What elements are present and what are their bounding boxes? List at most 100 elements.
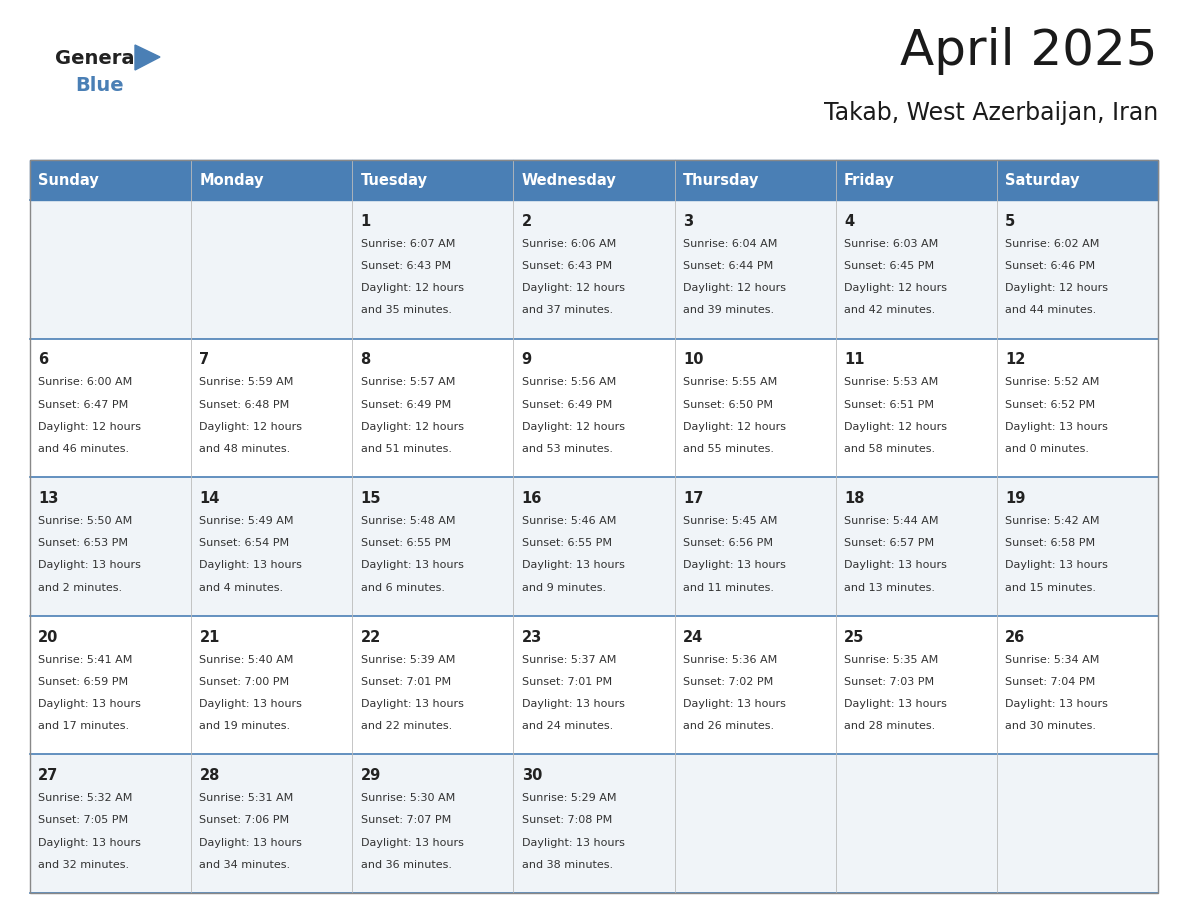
Bar	[675, 160, 835, 200]
Text: and 39 minutes.: and 39 minutes.	[683, 306, 775, 316]
Text: and 38 minutes.: and 38 minutes.	[522, 860, 613, 869]
Text: Sunset: 6:48 PM: Sunset: 6:48 PM	[200, 399, 290, 409]
Text: Saturday: Saturday	[1005, 173, 1080, 187]
Text: General: General	[55, 49, 141, 68]
Text: Daylight: 13 hours: Daylight: 13 hours	[843, 699, 947, 709]
Text: 10: 10	[683, 353, 703, 367]
Text: Sunrise: 5:56 AM: Sunrise: 5:56 AM	[522, 377, 617, 387]
Text: Daylight: 13 hours: Daylight: 13 hours	[522, 837, 625, 847]
Text: 18: 18	[843, 491, 865, 506]
Text: 14: 14	[200, 491, 220, 506]
Text: 16: 16	[522, 491, 542, 506]
Text: 21: 21	[200, 630, 220, 644]
Text: Daylight: 12 hours: Daylight: 12 hours	[522, 421, 625, 431]
Text: Sunrise: 6:00 AM: Sunrise: 6:00 AM	[38, 377, 133, 387]
Text: 9: 9	[522, 353, 532, 367]
Text: 24: 24	[683, 630, 703, 644]
Text: and 22 minutes.: and 22 minutes.	[361, 722, 451, 731]
Text: Sunset: 7:01 PM: Sunset: 7:01 PM	[361, 677, 450, 687]
Text: Sunset: 6:57 PM: Sunset: 6:57 PM	[843, 538, 934, 548]
Text: and 32 minutes.: and 32 minutes.	[38, 860, 129, 869]
Text: and 55 minutes.: and 55 minutes.	[683, 444, 773, 453]
Text: and 15 minutes.: and 15 minutes.	[1005, 583, 1097, 592]
Text: Daylight: 13 hours: Daylight: 13 hours	[683, 560, 785, 570]
Text: and 35 minutes.: and 35 minutes.	[361, 306, 451, 316]
Text: and 24 minutes.: and 24 minutes.	[522, 722, 613, 731]
Text: Sunrise: 5:30 AM: Sunrise: 5:30 AM	[361, 793, 455, 803]
Text: Daylight: 13 hours: Daylight: 13 hours	[1005, 699, 1108, 709]
Text: Daylight: 12 hours: Daylight: 12 hours	[361, 421, 463, 431]
Text: Sunset: 7:02 PM: Sunset: 7:02 PM	[683, 677, 773, 687]
Bar	[30, 200, 1158, 339]
Text: and 51 minutes.: and 51 minutes.	[361, 444, 451, 453]
Bar	[30, 477, 1158, 616]
Text: 2: 2	[522, 214, 532, 229]
Text: Daylight: 12 hours: Daylight: 12 hours	[38, 421, 141, 431]
Text: and 11 minutes.: and 11 minutes.	[683, 583, 773, 592]
Text: April 2025: April 2025	[901, 27, 1158, 75]
Text: and 34 minutes.: and 34 minutes.	[200, 860, 291, 869]
Text: Daylight: 12 hours: Daylight: 12 hours	[522, 283, 625, 293]
Text: Sunrise: 5:35 AM: Sunrise: 5:35 AM	[843, 655, 939, 665]
Text: Sunset: 6:47 PM: Sunset: 6:47 PM	[38, 399, 128, 409]
Text: Daylight: 13 hours: Daylight: 13 hours	[683, 699, 785, 709]
Text: and 53 minutes.: and 53 minutes.	[522, 444, 613, 453]
Text: Sunrise: 5:45 AM: Sunrise: 5:45 AM	[683, 516, 777, 526]
Bar	[30, 160, 191, 200]
Text: Sunset: 6:55 PM: Sunset: 6:55 PM	[361, 538, 450, 548]
Text: and 28 minutes.: and 28 minutes.	[843, 722, 935, 731]
Text: 26: 26	[1005, 630, 1025, 644]
Text: 22: 22	[361, 630, 381, 644]
Text: Sunrise: 5:48 AM: Sunrise: 5:48 AM	[361, 516, 455, 526]
Text: Sunset: 6:50 PM: Sunset: 6:50 PM	[683, 399, 773, 409]
Text: Sunrise: 6:06 AM: Sunrise: 6:06 AM	[522, 239, 617, 249]
Text: Sunset: 6:43 PM: Sunset: 6:43 PM	[361, 261, 450, 271]
Bar	[513, 160, 675, 200]
Bar	[30, 339, 1158, 477]
Text: 4: 4	[843, 214, 854, 229]
Text: 5: 5	[1005, 214, 1016, 229]
Text: Sunset: 6:53 PM: Sunset: 6:53 PM	[38, 538, 128, 548]
Text: Wednesday: Wednesday	[522, 173, 617, 187]
Text: Sunrise: 5:44 AM: Sunrise: 5:44 AM	[843, 516, 939, 526]
Text: 3: 3	[683, 214, 693, 229]
Text: and 4 minutes.: and 4 minutes.	[200, 583, 284, 592]
Text: Daylight: 13 hours: Daylight: 13 hours	[361, 699, 463, 709]
Text: 1: 1	[361, 214, 371, 229]
Text: and 42 minutes.: and 42 minutes.	[843, 306, 935, 316]
Text: 29: 29	[361, 768, 381, 783]
Text: 27: 27	[38, 768, 58, 783]
Bar	[30, 755, 1158, 893]
Text: Tuesday: Tuesday	[361, 173, 428, 187]
Text: Sunset: 6:55 PM: Sunset: 6:55 PM	[522, 538, 612, 548]
Text: and 19 minutes.: and 19 minutes.	[200, 722, 291, 731]
Text: Sunset: 7:05 PM: Sunset: 7:05 PM	[38, 815, 128, 825]
Text: Sunrise: 6:04 AM: Sunrise: 6:04 AM	[683, 239, 777, 249]
Text: and 13 minutes.: and 13 minutes.	[843, 583, 935, 592]
Text: Daylight: 13 hours: Daylight: 13 hours	[200, 837, 302, 847]
Text: Sunset: 7:03 PM: Sunset: 7:03 PM	[843, 677, 934, 687]
Text: Sunrise: 5:42 AM: Sunrise: 5:42 AM	[1005, 516, 1100, 526]
Text: Daylight: 13 hours: Daylight: 13 hours	[522, 560, 625, 570]
Text: Sunset: 6:58 PM: Sunset: 6:58 PM	[1005, 538, 1095, 548]
Bar	[997, 160, 1158, 200]
Text: Sunrise: 5:32 AM: Sunrise: 5:32 AM	[38, 793, 133, 803]
Text: Friday: Friday	[843, 173, 895, 187]
Text: 25: 25	[843, 630, 865, 644]
Text: Sunrise: 5:31 AM: Sunrise: 5:31 AM	[200, 793, 293, 803]
Text: Daylight: 13 hours: Daylight: 13 hours	[1005, 421, 1108, 431]
Text: Sunset: 6:52 PM: Sunset: 6:52 PM	[1005, 399, 1095, 409]
Text: Sunset: 6:56 PM: Sunset: 6:56 PM	[683, 538, 773, 548]
Text: Sunset: 6:45 PM: Sunset: 6:45 PM	[843, 261, 934, 271]
Text: Sunset: 6:49 PM: Sunset: 6:49 PM	[522, 399, 612, 409]
Bar	[835, 160, 997, 200]
Text: Blue: Blue	[75, 76, 124, 95]
Text: and 37 minutes.: and 37 minutes.	[522, 306, 613, 316]
Text: Sunrise: 5:50 AM: Sunrise: 5:50 AM	[38, 516, 133, 526]
Text: Sunrise: 5:29 AM: Sunrise: 5:29 AM	[522, 793, 617, 803]
Text: Sunrise: 5:52 AM: Sunrise: 5:52 AM	[1005, 377, 1100, 387]
Text: Sunset: 7:06 PM: Sunset: 7:06 PM	[200, 815, 290, 825]
Text: and 6 minutes.: and 6 minutes.	[361, 583, 444, 592]
Text: Sunrise: 5:46 AM: Sunrise: 5:46 AM	[522, 516, 617, 526]
Text: Sunrise: 5:59 AM: Sunrise: 5:59 AM	[200, 377, 293, 387]
